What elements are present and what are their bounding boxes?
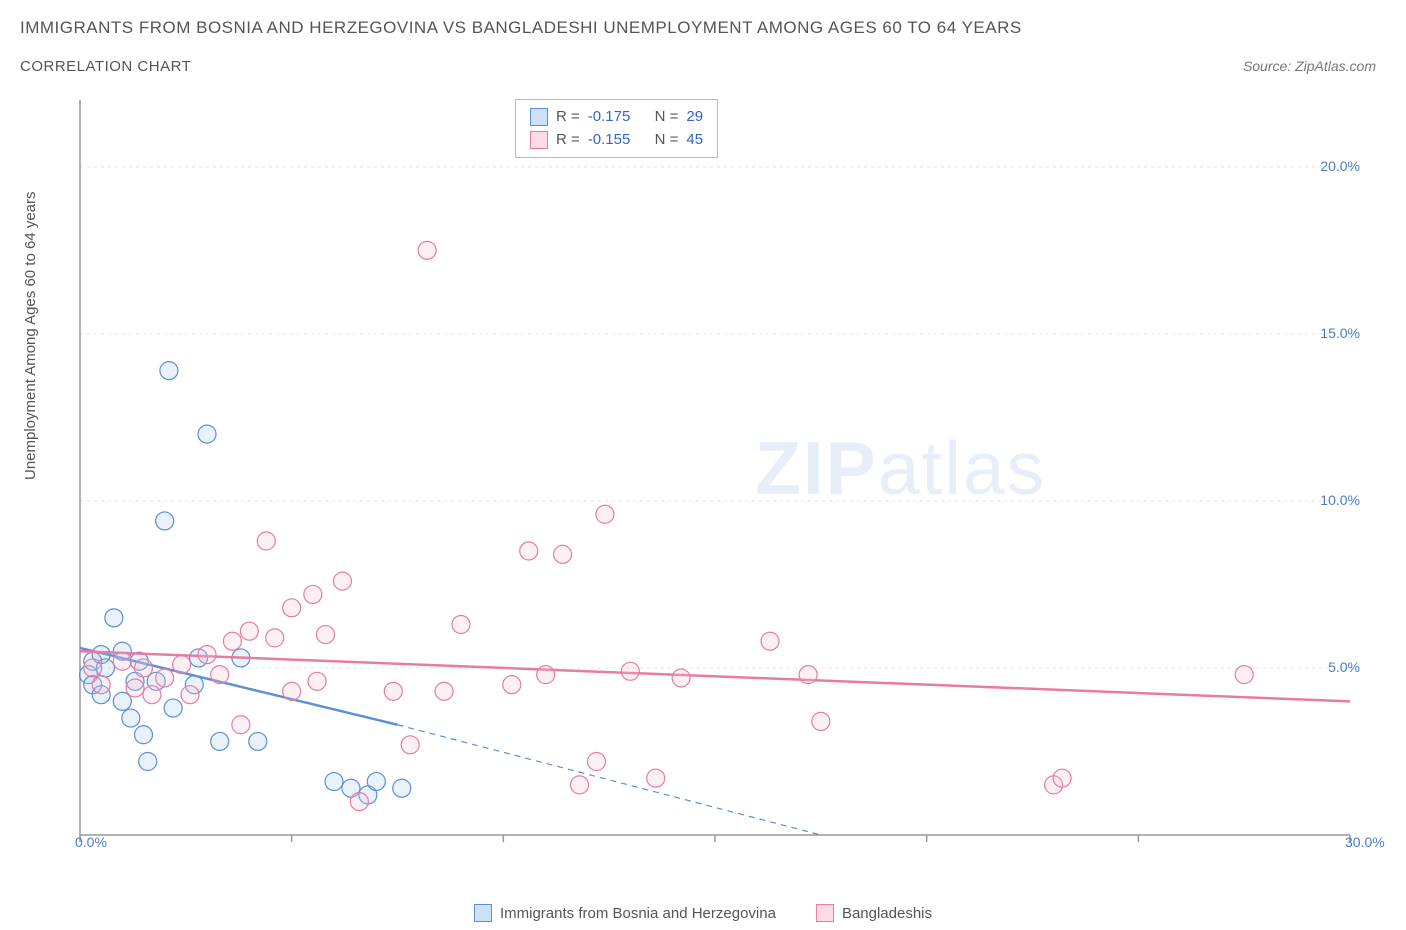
n-value: 45 bbox=[686, 129, 703, 152]
y-tick-label: 5.0% bbox=[1328, 659, 1360, 675]
chart-area: ZIPatlas R =-0.175 N =29R =-0.155 N =45 … bbox=[75, 95, 1375, 855]
chart-legend: Immigrants from Bosnia and Herzegovina Ba… bbox=[474, 904, 932, 922]
legend-item: Immigrants from Bosnia and Herzegovina bbox=[474, 904, 776, 922]
legend-label: Bangladeshis bbox=[842, 905, 932, 922]
n-label: N = bbox=[655, 106, 679, 129]
legend-label: Immigrants from Bosnia and Herzegovina bbox=[500, 905, 776, 922]
chart-title: IMMIGRANTS FROM BOSNIA AND HERZEGOVINA V… bbox=[20, 18, 1022, 38]
y-axis-label: Unemployment Among Ages 60 to 64 years bbox=[22, 191, 39, 480]
y-tick-label: 15.0% bbox=[1320, 325, 1360, 341]
stats-row: R = -0.175 N = 29 bbox=[530, 106, 703, 129]
legend-swatch bbox=[816, 904, 834, 922]
scatter-plot bbox=[75, 95, 1375, 855]
legend-swatch bbox=[474, 904, 492, 922]
correlation-stats-box: R = -0.175 N = 29 R = -0.155 N = 45 bbox=[515, 99, 718, 158]
legend-swatch bbox=[530, 108, 548, 126]
r-label: R = bbox=[556, 106, 580, 129]
r-value: -0.175 bbox=[588, 106, 631, 129]
n-value: 29 bbox=[686, 106, 703, 129]
chart-subtitle: CORRELATION CHART bbox=[20, 58, 191, 75]
legend-item: Bangladeshis bbox=[816, 904, 932, 922]
x-tick-label: 30.0% bbox=[1345, 834, 1385, 850]
n-label: N = bbox=[655, 129, 679, 152]
x-tick-label: 0.0% bbox=[75, 834, 107, 850]
y-tick-label: 10.0% bbox=[1320, 492, 1360, 508]
legend-swatch bbox=[530, 131, 548, 149]
r-label: R = bbox=[556, 129, 580, 152]
stats-row: R = -0.155 N = 45 bbox=[530, 129, 703, 152]
y-tick-label: 20.0% bbox=[1320, 158, 1360, 174]
source-attribution: Source: ZipAtlas.com bbox=[1243, 58, 1376, 74]
r-value: -0.155 bbox=[588, 129, 631, 152]
